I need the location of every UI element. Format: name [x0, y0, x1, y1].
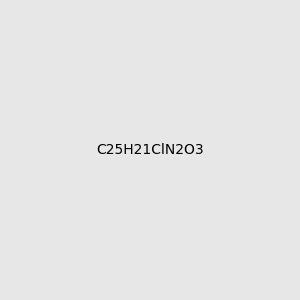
Text: C25H21ClN2O3: C25H21ClN2O3: [96, 143, 204, 157]
